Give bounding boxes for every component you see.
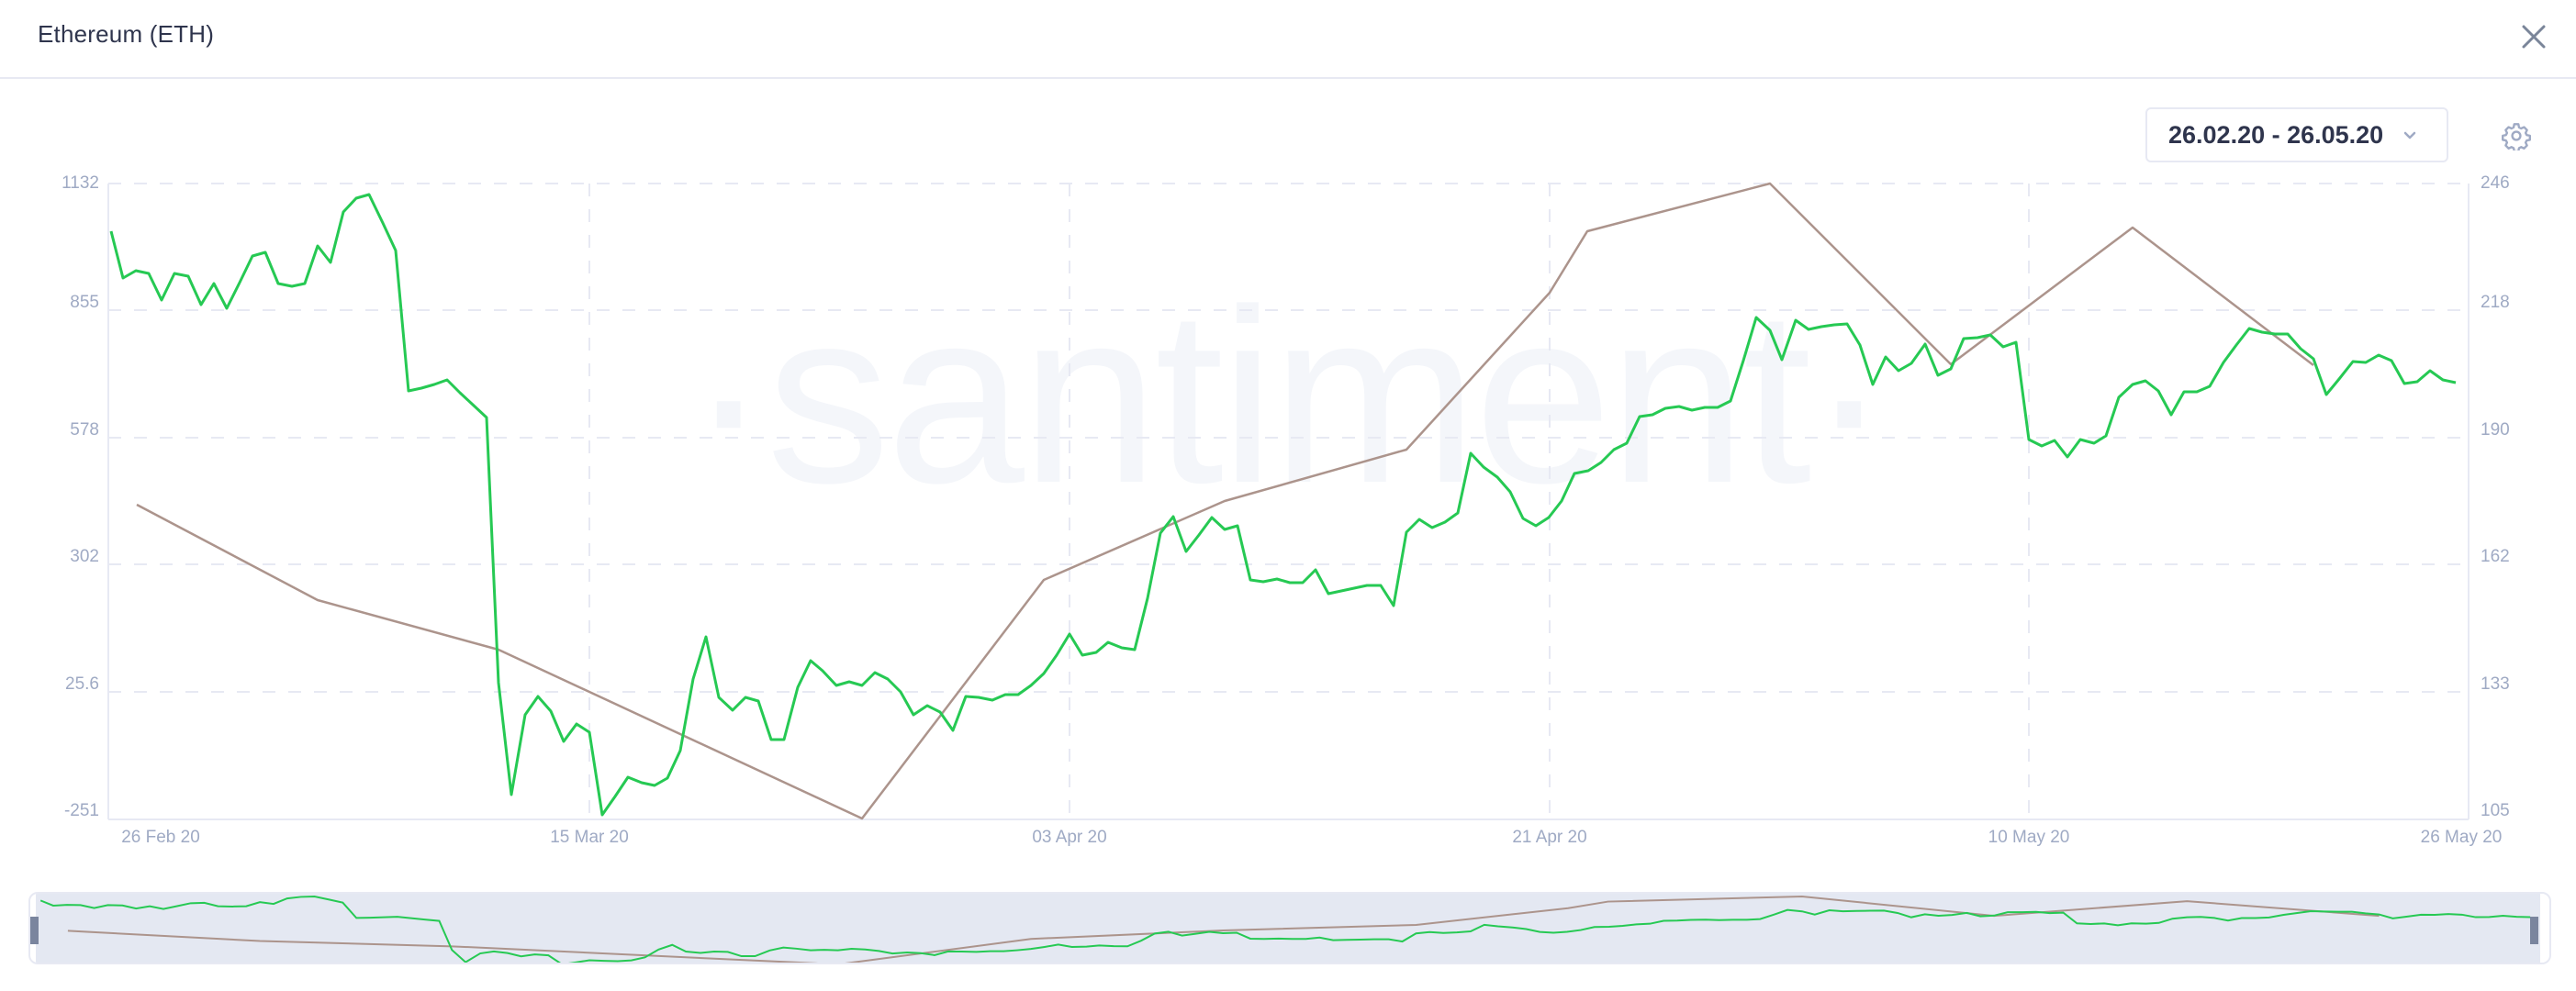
watermark: ·santiment·: [688, 259, 1887, 535]
x-tick: 26 May 20: [2420, 828, 2503, 847]
date-range-dropdown[interactable]: 26.02.20 - 26.05.20: [2145, 107, 2448, 162]
y-left-tick: 302: [70, 547, 99, 566]
page-title: Ethereum (ETH): [38, 20, 215, 48]
modal-header: Ethereum (ETH): [0, 0, 2576, 79]
axis-lines: [107, 184, 2470, 820]
x-tick: 03 Apr 20: [1032, 828, 1107, 847]
y-left-tick: 1132: [62, 173, 99, 193]
y-right-tick: 105: [2481, 801, 2510, 820]
date-range-value: 26.02.20 - 26.05.20: [2168, 120, 2384, 149]
y-right-tick: 218: [2481, 293, 2510, 312]
navigator-right-handle[interactable]: [2530, 917, 2538, 944]
y-left-tick: -251: [63, 801, 99, 820]
navigator-left-handle[interactable]: [30, 917, 39, 944]
y-right-tick: 190: [2481, 420, 2510, 440]
navigator-price-line: [39, 895, 2531, 963]
settings-button[interactable]: [2502, 121, 2531, 153]
close-icon: [2522, 25, 2546, 49]
y-left-tick: 855: [70, 293, 99, 312]
secondary-series-line: [136, 182, 2314, 820]
gear-icon: [2502, 123, 2531, 153]
y-left-tick: 25.6: [65, 674, 99, 694]
x-tick: 21 Apr 20: [1512, 828, 1587, 847]
navigator-secondary-line: [67, 895, 2380, 963]
x-tick: 10 May 20: [1988, 828, 2070, 847]
x-tick: 15 Mar 20: [550, 828, 629, 847]
vertical-gridlines: [588, 184, 2030, 818]
x-tick: 26 Feb 20: [121, 828, 200, 847]
navigator-mini-chart: [39, 895, 2531, 963]
chevron-down-icon: [2403, 131, 2416, 139]
y-right-tick: 162: [2481, 547, 2510, 566]
close-button[interactable]: [2520, 23, 2548, 50]
y-left-tick: 578: [70, 420, 99, 440]
range-navigator[interactable]: [28, 892, 2551, 964]
price-series-line: [109, 193, 2457, 817]
y-right-tick: 246: [2481, 173, 2510, 193]
horizontal-gridlines: [108, 183, 2469, 693]
y-right-tick: 133: [2481, 674, 2510, 694]
